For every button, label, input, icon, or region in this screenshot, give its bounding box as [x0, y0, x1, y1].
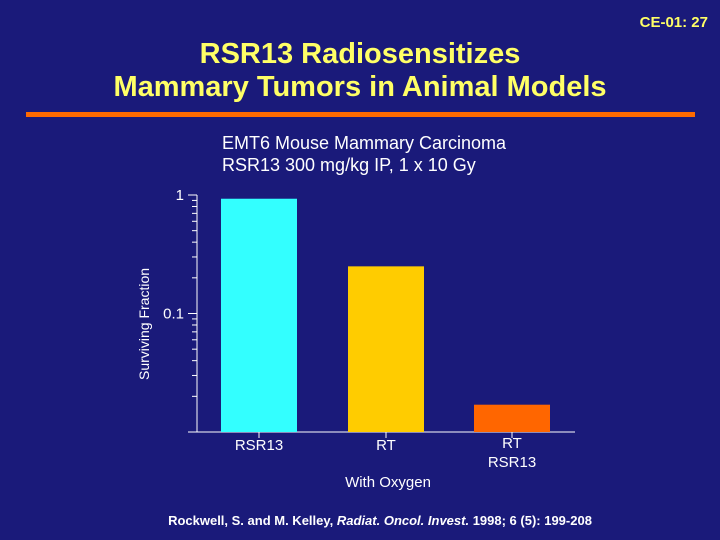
- x-category-label: RT: [376, 437, 396, 454]
- title-underline-rule: [26, 112, 695, 117]
- citation-journal: Radiat. Oncol. Invest.: [336, 513, 470, 528]
- slide-title: RSR13 Radiosensitizes Mammary Tumors in …: [0, 38, 720, 104]
- slide-id: CE-01: 27: [639, 14, 708, 31]
- title-line-2: Mammary Tumors in Animal Models: [113, 71, 607, 103]
- title-line-1: RSR13 Radiosensitizes: [199, 38, 521, 70]
- citation: Rockwell, S. and M. Kelley, Radiat. Onco…: [0, 513, 720, 528]
- x-category-label: RT: [502, 435, 522, 452]
- y-tick-label: 1: [176, 187, 184, 204]
- bar-rt: [348, 266, 424, 432]
- bar-rsr13: [221, 198, 297, 432]
- chart-subtitle: EMT6 Mouse Mammary Carcinoma RSR13 300 m…: [222, 132, 506, 176]
- subtitle-line-2: RSR13 300 mg/kg IP, 1 x 10 Gy: [222, 155, 476, 175]
- bar-rt-rsr13: [474, 404, 550, 432]
- x-category-label: RSR13: [235, 437, 283, 454]
- x-axis-group-label: With Oxygen: [345, 474, 431, 491]
- citation-volume: 1998; 6 (5): 199-208: [469, 513, 592, 528]
- x-category-label: RSR13: [488, 454, 536, 471]
- subtitle-line-1: EMT6 Mouse Mammary Carcinoma: [222, 133, 507, 153]
- citation-authors: Rockwell, S. and M. Kelley,: [168, 513, 337, 528]
- y-tick-label: 0.1: [163, 306, 184, 323]
